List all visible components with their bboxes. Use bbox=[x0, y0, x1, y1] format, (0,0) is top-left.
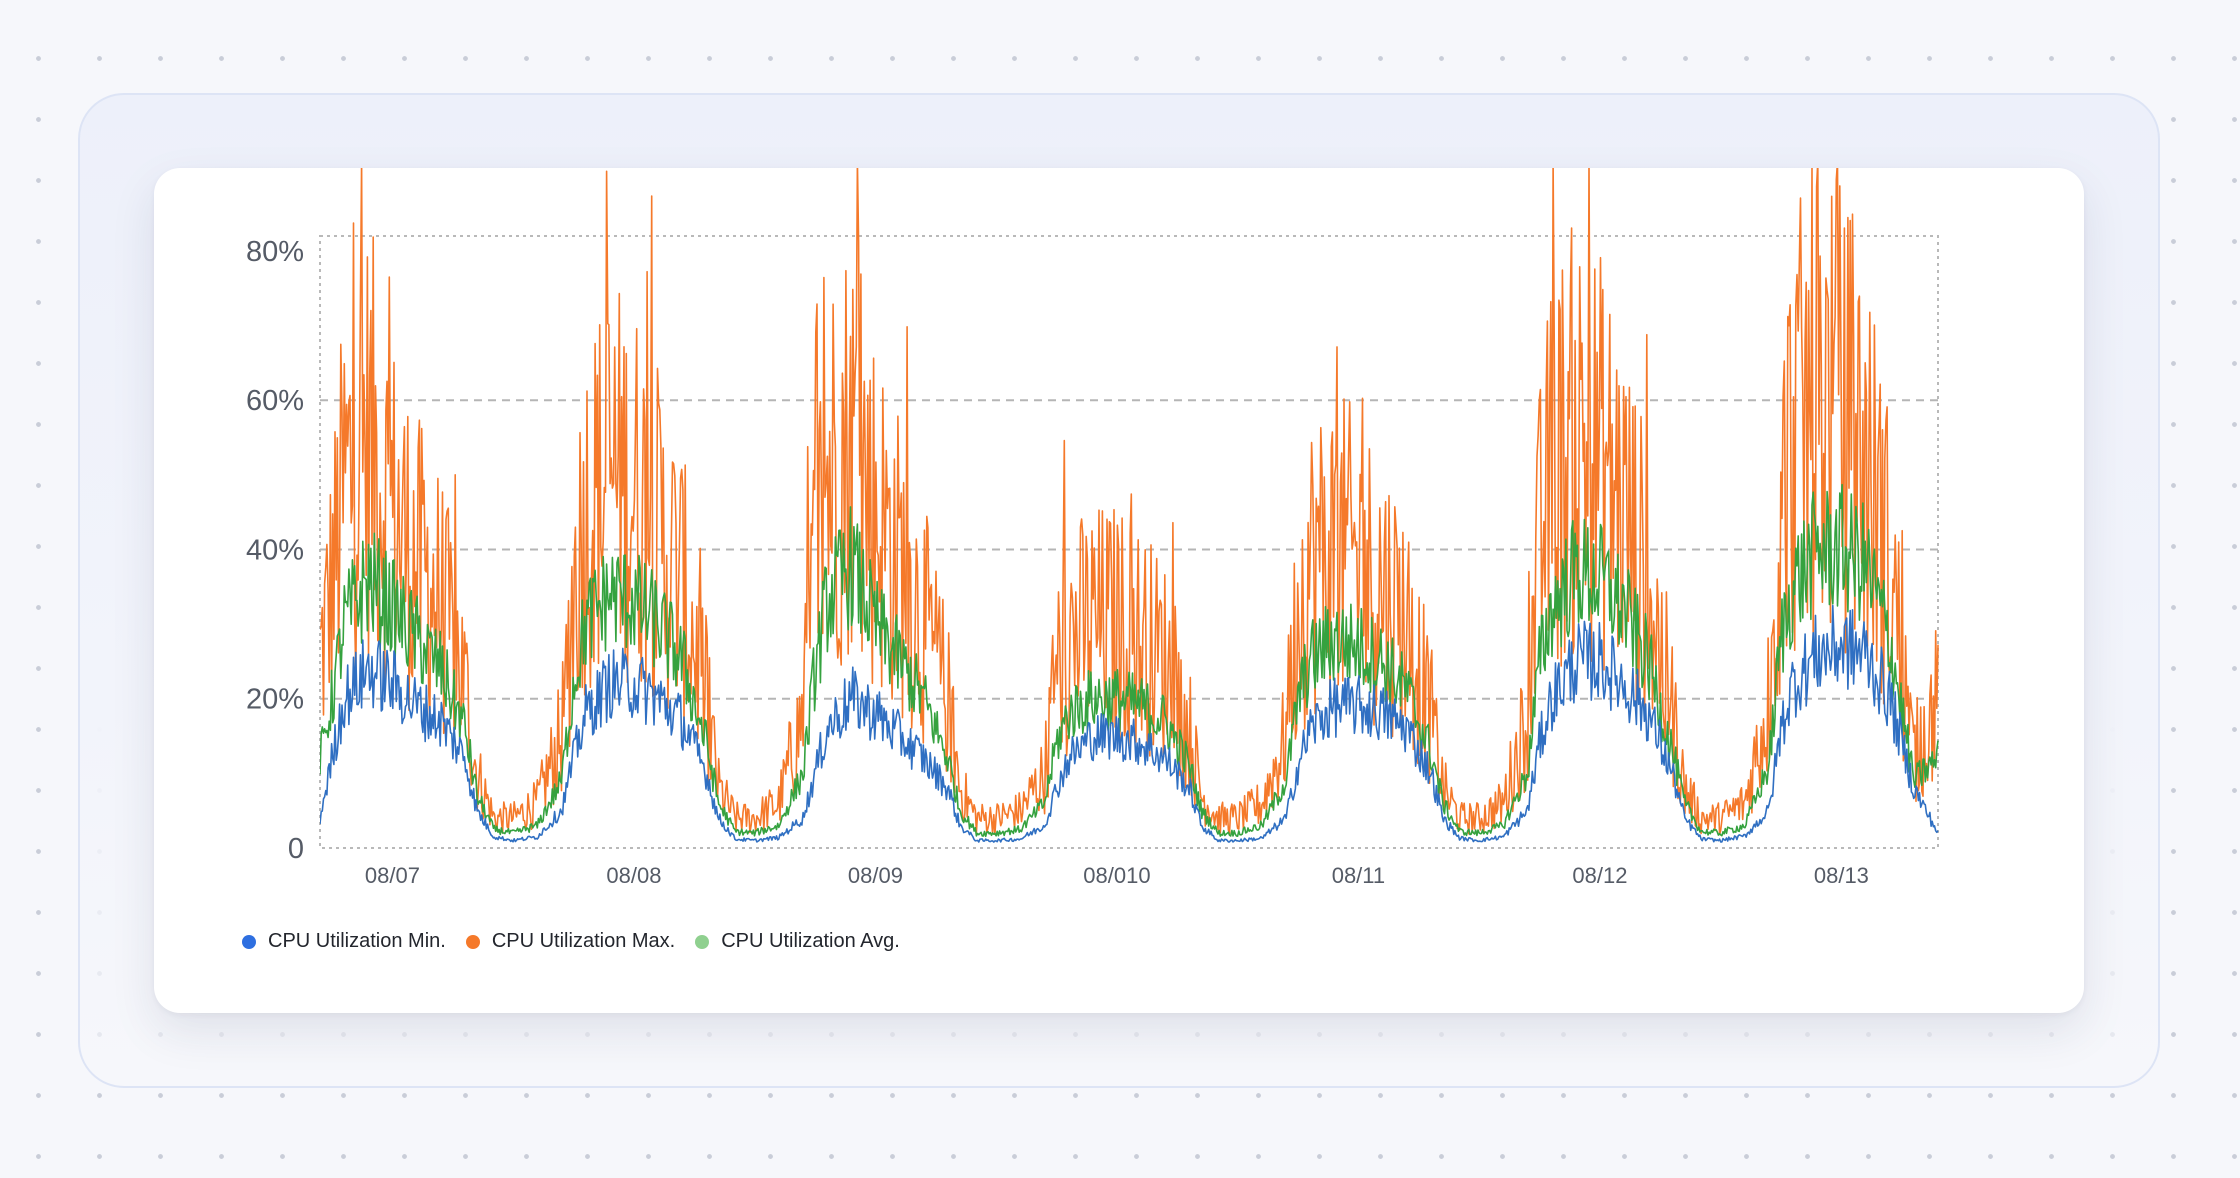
series-lines bbox=[320, 168, 1939, 843]
y-tick-label: 40% bbox=[246, 534, 304, 566]
legend-label: CPU Utilization Avg. bbox=[721, 930, 900, 952]
legend-label: CPU Utilization Max. bbox=[491, 930, 676, 952]
y-tick-label: 60% bbox=[246, 385, 304, 417]
legend-dot-icon bbox=[695, 934, 710, 949]
y-tick-label: 80% bbox=[246, 236, 304, 268]
x-axis-ticks: 08/07 08/08 08/09 08/010 08/11 08/12 08/13 bbox=[365, 863, 1869, 888]
x-tick-label: 08/08 bbox=[606, 863, 661, 888]
series-line-0 bbox=[320, 604, 1939, 843]
chart-card: 0 20% 40% 60% 80% 08/07 08/08 08/09 08/010 08/11… bbox=[154, 168, 2084, 1013]
legend-item[interactable]: CPU Utilization Max. bbox=[465, 930, 676, 953]
legend-dot-icon bbox=[242, 934, 256, 949]
y-tick-label: 20% bbox=[246, 684, 304, 716]
y-tick-label: 0 bbox=[288, 833, 304, 865]
x-tick-label: 08/13 bbox=[1814, 863, 1869, 888]
series-line-1 bbox=[320, 168, 1939, 836]
chart-legend: CPU Utilization Min. CPU Utilization Max.… bbox=[242, 930, 920, 953]
cpu-utilization-chart: 0 20% 40% 60% 80% 08/07 08/08 08/09 08/010 08/11… bbox=[246, 168, 1939, 888]
plot-border bbox=[319, 235, 1939, 849]
legend-dot-icon bbox=[465, 934, 480, 949]
x-tick-label: 08/11 bbox=[1332, 863, 1385, 888]
x-tick-label: 08/09 bbox=[848, 863, 903, 888]
y-axis-ticks: 0 20% 40% 60% 80% bbox=[246, 236, 304, 865]
x-tick-label: 08/010 bbox=[1083, 863, 1150, 888]
legend-item[interactable]: CPU Utilization Min. bbox=[242, 930, 446, 953]
x-tick-label: 08/12 bbox=[1572, 863, 1627, 888]
x-tick-label: 08/07 bbox=[365, 863, 420, 888]
legend-label: CPU Utilization Min. bbox=[268, 930, 446, 952]
legend-item[interactable]: CPU Utilization Avg. bbox=[695, 930, 900, 953]
series-line-2 bbox=[320, 483, 1939, 838]
